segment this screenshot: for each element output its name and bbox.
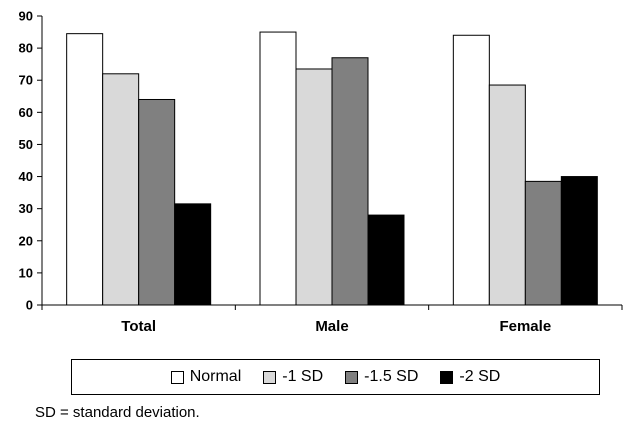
legend-swatch	[440, 370, 454, 384]
y-tick-label: 20	[19, 233, 33, 248]
legend-label: -2 SD	[459, 368, 501, 385]
bar	[524, 180, 562, 306]
legend-label: -1 SD	[282, 368, 324, 385]
y-tick-label: 10	[19, 265, 33, 280]
legend-label: Normal	[189, 368, 242, 385]
legend-swatch	[170, 370, 184, 384]
legend-swatch	[263, 370, 277, 384]
y-tick-label: 60	[19, 105, 33, 120]
y-tick-label: 70	[19, 73, 33, 88]
y-tick-label: 0	[26, 298, 33, 313]
x-tick-label: Female	[499, 318, 551, 335]
legend-item: -2 SD	[440, 368, 500, 386]
bar	[174, 203, 212, 306]
y-tick-label: 50	[19, 137, 33, 152]
bar	[102, 73, 140, 306]
bar	[452, 34, 490, 306]
footnote: SD = standard deviation.	[35, 404, 200, 421]
y-tick-label: 90	[19, 9, 33, 24]
bar	[66, 33, 104, 306]
bar	[367, 214, 405, 306]
bar	[488, 84, 526, 306]
bars	[66, 31, 598, 306]
bar	[560, 176, 598, 306]
y-tick-label: 80	[19, 41, 33, 56]
legend: Normal -1 SD -1.5 SD -2 SD	[71, 359, 600, 395]
bar	[259, 31, 297, 306]
y-axis: 0 10 20 30 40 50 60 70 80 90	[19, 9, 43, 313]
legend-swatch	[345, 370, 359, 384]
y-tick-label: 30	[19, 201, 33, 216]
x-axis: Total Male Female	[41, 304, 623, 335]
bar	[295, 68, 333, 306]
legend-item: -1.5 SD	[345, 368, 418, 386]
x-tick-label: Total	[121, 318, 156, 335]
legend-item: Normal	[170, 368, 242, 386]
bar	[331, 57, 369, 306]
y-tick-label: 40	[19, 169, 33, 184]
bar	[138, 98, 176, 306]
legend-label: -1.5 SD	[364, 368, 419, 385]
legend-item: -1 SD	[263, 368, 323, 386]
x-tick-label: Male	[315, 318, 348, 335]
